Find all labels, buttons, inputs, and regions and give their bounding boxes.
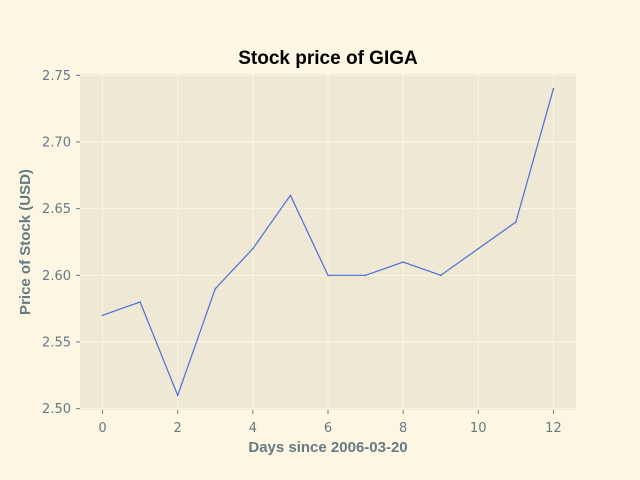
y-tick-label: 2.65 <box>42 202 71 217</box>
y-tick-label: 2.75 <box>42 69 71 84</box>
y-tick-label: 2.50 <box>42 402 71 417</box>
x-tick-label: 6 <box>324 421 332 436</box>
data-point <box>289 194 292 197</box>
data-point <box>552 87 555 90</box>
data-point <box>477 247 480 250</box>
chart-title: Stock price of GIGA <box>238 48 418 69</box>
x-tick-label: 0 <box>98 421 106 436</box>
y-tick-label: 2.60 <box>42 269 71 284</box>
x-tick-label: 10 <box>470 421 487 436</box>
data-point <box>402 261 404 263</box>
y-axis-label: Price of Stock (USD) <box>17 169 34 315</box>
series-layer <box>101 87 555 398</box>
data-point <box>214 287 217 290</box>
data-point <box>252 247 254 250</box>
data-point <box>515 221 517 223</box>
data-point <box>101 314 104 317</box>
x-tick-label: 2 <box>174 421 182 436</box>
x-tick-label: 12 <box>545 421 562 436</box>
y-tick-label: 2.55 <box>42 336 71 351</box>
y-tick-label: 2.70 <box>42 136 71 151</box>
axis-ticks: 0 2 4 6 8 10 12 2.50 2.55 2.60 2.65 2.70 2.75 <box>42 69 562 436</box>
x-tick-label: 8 <box>399 421 407 436</box>
data-point <box>327 274 329 277</box>
data-point <box>364 274 367 277</box>
data-point <box>176 394 179 397</box>
x-axis-label: Days since 2006-03-20 <box>248 439 407 456</box>
data-point <box>439 274 442 277</box>
data-point <box>139 301 141 303</box>
x-tick-label: 4 <box>249 421 257 436</box>
